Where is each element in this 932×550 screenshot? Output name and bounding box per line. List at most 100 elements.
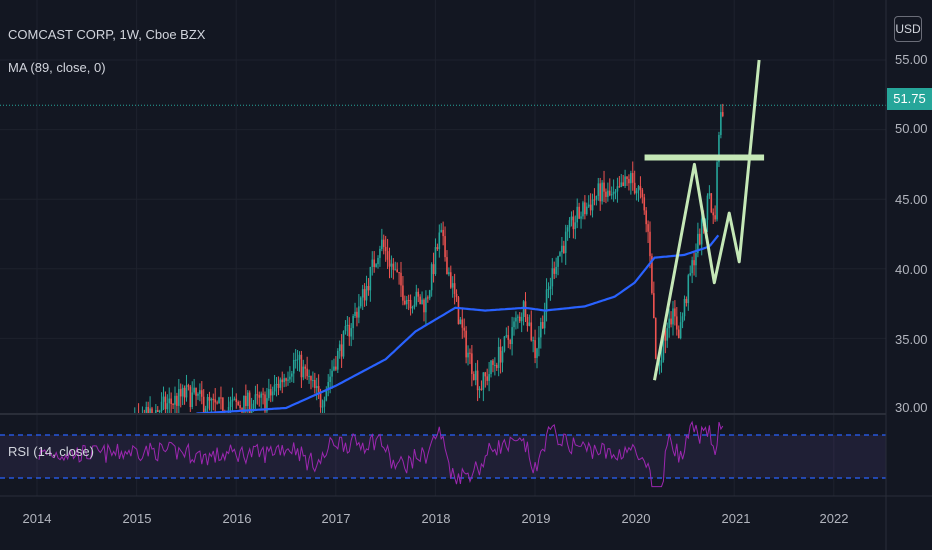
candle-body	[409, 300, 412, 309]
candle-body	[698, 233, 701, 245]
x-tick-label: 2015	[122, 511, 152, 526]
candle-body	[681, 316, 684, 323]
candle-body	[693, 260, 695, 266]
candle-body	[421, 299, 423, 305]
candle-body	[589, 204, 592, 211]
candle-body	[568, 220, 571, 228]
candle-body	[612, 191, 615, 195]
candle-body	[245, 395, 247, 407]
candle-body	[574, 222, 577, 230]
rsi-band-lines	[0, 434, 886, 479]
candle-body	[363, 289, 366, 301]
candle-body	[455, 293, 458, 298]
candle-body	[653, 293, 655, 319]
candle-body	[628, 178, 630, 184]
candle-body	[294, 359, 297, 361]
candle-body	[128, 424, 130, 430]
candle-body	[174, 395, 176, 405]
candle-body	[440, 229, 443, 233]
currency-button[interactable]: USD	[894, 16, 922, 42]
candle-body	[361, 289, 364, 298]
candle-body	[545, 289, 548, 312]
candle-body	[218, 397, 220, 403]
candle-body	[314, 379, 316, 388]
candle-body	[156, 410, 159, 413]
candle-body	[549, 286, 552, 290]
candle-body	[476, 370, 479, 391]
candle-body	[559, 252, 561, 257]
candle-body	[243, 395, 245, 413]
candle-body	[160, 401, 163, 411]
candle-body	[382, 239, 385, 247]
candle-body	[220, 397, 222, 399]
candle-body	[144, 418, 146, 426]
candle-body	[371, 259, 374, 268]
candle-body	[480, 388, 483, 390]
candle-body	[557, 256, 559, 267]
ma-legend: MA (89, close, 0)	[8, 60, 106, 75]
candle-body	[511, 327, 513, 345]
candle-body	[386, 251, 389, 260]
candle-body	[708, 193, 711, 196]
candle-body	[676, 316, 678, 330]
candle-body	[266, 398, 268, 412]
candle-body	[474, 370, 477, 381]
candle-body	[138, 414, 140, 418]
candle-body	[109, 431, 111, 433]
candle-body	[423, 299, 425, 313]
candle-body	[197, 393, 199, 396]
candle-body	[130, 424, 132, 435]
candle-body	[312, 379, 314, 381]
candle-body	[252, 403, 255, 409]
x-tick-label: 2020	[621, 511, 651, 526]
candle-body	[285, 378, 287, 381]
candle-body	[214, 399, 217, 403]
candle-body	[599, 183, 601, 202]
candle-body	[689, 273, 692, 276]
trend-path-drawing[interactable]	[653, 59, 761, 381]
candle-body	[651, 256, 653, 294]
candle-body	[281, 379, 284, 383]
candle-body	[706, 195, 709, 220]
candle-body	[231, 399, 234, 402]
candle-body	[325, 389, 328, 401]
candle-body	[685, 298, 688, 304]
candle-body	[530, 322, 533, 341]
candle-body	[147, 406, 149, 413]
candle-body	[268, 389, 270, 399]
candle-body	[697, 233, 699, 254]
candle-body	[229, 401, 232, 407]
candle-body	[564, 231, 567, 254]
candle-body	[643, 197, 646, 211]
moving-average-line	[196, 234, 720, 413]
candle-body	[658, 362, 661, 366]
candle-body	[520, 316, 523, 322]
candle-body	[289, 376, 291, 380]
candle-body	[518, 316, 521, 322]
candle-body	[499, 346, 502, 363]
candle-body	[193, 387, 195, 393]
candle-body	[509, 339, 511, 345]
candle-body	[505, 335, 508, 337]
candle-body	[340, 344, 343, 357]
candle-body	[404, 300, 406, 305]
user-drawings[interactable]	[644, 59, 765, 381]
candle-body	[714, 215, 716, 220]
candle-body	[507, 335, 510, 340]
candle-body	[350, 328, 352, 337]
candle-body	[187, 385, 190, 387]
candle-body	[158, 410, 161, 413]
candle-body	[140, 418, 142, 431]
y-tick-label: 35.00	[895, 332, 928, 347]
candle-body	[338, 344, 341, 351]
x-tick-label: 2022	[819, 511, 849, 526]
candle-body	[563, 245, 565, 254]
candle-body	[359, 297, 362, 307]
candle-body	[379, 248, 381, 258]
y-tick-label: 30.00	[895, 400, 928, 415]
candle-body	[183, 387, 186, 398]
candle-body	[691, 260, 693, 274]
candle-body	[626, 176, 628, 179]
rsi-band	[0, 435, 886, 478]
